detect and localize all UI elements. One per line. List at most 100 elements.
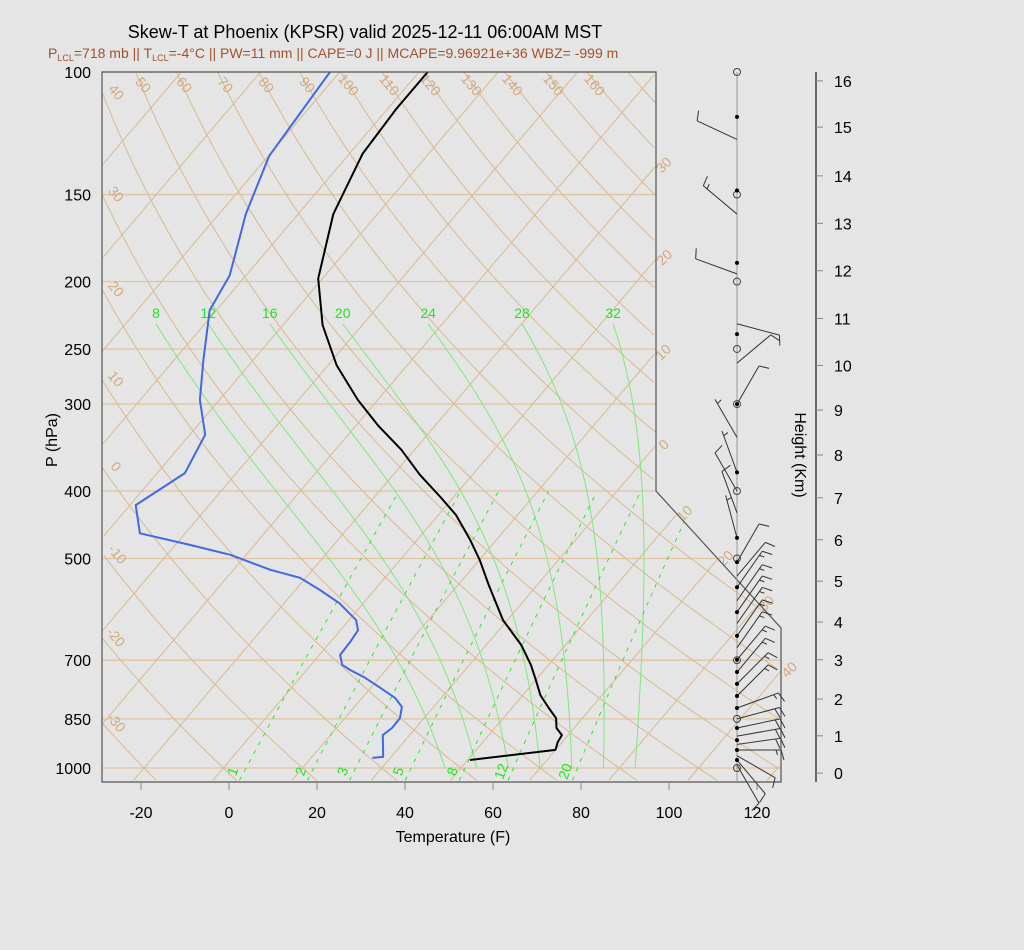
dry-adiabat-line xyxy=(102,93,718,781)
temperature-tick-label: 80 xyxy=(572,805,590,822)
dry-adiabat-label: 50 xyxy=(132,74,154,96)
dry-adiabat-line xyxy=(299,71,654,480)
dry-adiabat-line xyxy=(504,71,655,241)
height-tick-label: 5 xyxy=(834,574,843,591)
height-axis-label: Height (Km) xyxy=(791,412,808,497)
wind-barb-full xyxy=(758,523,770,527)
mixing-ratio-label: 12 xyxy=(491,761,511,781)
dry-adiabat-line xyxy=(101,637,237,781)
dry-adiabat-line xyxy=(258,71,769,615)
wind-barb-shaft xyxy=(736,638,766,673)
moist-adiabat-line xyxy=(612,323,645,769)
wind-barb-half xyxy=(761,641,768,645)
mandatory-level-marker xyxy=(733,487,741,496)
wind-barb-shaft xyxy=(736,523,760,563)
dewpoint-profile-line xyxy=(134,71,403,759)
pressure-tick-label: 300 xyxy=(64,397,91,414)
moist-adiabat-label: 12 xyxy=(200,305,216,321)
dry-adiabat-label: 150 xyxy=(540,71,567,99)
mandatory-level-marker xyxy=(733,400,741,409)
wind-barb-full xyxy=(702,175,708,186)
mixing-ratio-label: 20 xyxy=(555,761,575,781)
significant-level-marker xyxy=(735,470,739,475)
mixing-ratio-label: 5 xyxy=(389,765,407,778)
height-tick-label: 1 xyxy=(834,729,843,746)
wind-barb-half xyxy=(726,497,732,501)
wind-barb-full xyxy=(765,637,776,643)
significant-level-marker xyxy=(735,585,739,590)
subtitle-part2: =-4°C || PW=11 mm || CAPE=0 J || MCAPE=9… xyxy=(169,45,619,61)
height-tick-label: 15 xyxy=(834,120,852,137)
moist-adiabat-line xyxy=(521,323,605,768)
wind-barb-full xyxy=(762,611,773,616)
wind-barb-full xyxy=(774,708,781,718)
dry-adiabat-line xyxy=(340,71,656,433)
dry-adiabat-line xyxy=(101,379,478,781)
height-tick-label: 14 xyxy=(834,169,852,186)
isotherm-line xyxy=(608,604,759,781)
isotherm-line xyxy=(103,71,261,258)
height-tick-label: 10 xyxy=(834,358,852,375)
mandatory-level-marker xyxy=(733,344,741,353)
wind-barbs xyxy=(695,68,786,812)
isotherm-line xyxy=(101,71,578,632)
height-tick-label: 3 xyxy=(834,653,843,670)
wind-barb-full xyxy=(696,110,700,121)
significant-level-marker xyxy=(735,738,739,743)
pressure-tick-label: 1000 xyxy=(55,761,91,778)
temperature-profile-line xyxy=(317,71,563,761)
pressure-tick-label: 100 xyxy=(64,65,91,82)
temperature-tick-label: -20 xyxy=(129,805,152,822)
mandatory-level-marker xyxy=(733,714,741,723)
wind-barb-full xyxy=(775,738,781,749)
dry-adiabat-label: -20 xyxy=(103,624,128,650)
isotherm-line xyxy=(102,71,182,165)
dry-adiabat-line xyxy=(217,71,778,670)
dry-adiabat-line xyxy=(627,71,656,104)
wind-barb-shaft xyxy=(721,471,738,514)
wind-barb-half xyxy=(761,629,768,633)
wind-barb-shaft xyxy=(721,430,738,473)
moist-adiabat-label: 28 xyxy=(514,305,530,321)
isotherm-line xyxy=(103,71,499,537)
significant-level-marker xyxy=(735,560,739,565)
dry-adiabat-label: 130 xyxy=(458,71,485,99)
temperature-tick-label: 100 xyxy=(656,805,683,822)
moist-adiabat-line xyxy=(427,323,573,768)
wind-barb-shaft xyxy=(736,550,763,588)
temperature-tick-label: 20 xyxy=(308,805,326,822)
wind-barb-shaft xyxy=(736,718,781,729)
significant-level-marker xyxy=(735,758,739,763)
moist-adiabat-line xyxy=(207,323,478,769)
wind-barb-half xyxy=(759,615,765,619)
wind-barb-half xyxy=(723,432,729,437)
wind-barb-shaft xyxy=(736,365,760,405)
isotherm-line xyxy=(370,445,656,781)
isotherm-line xyxy=(291,353,655,781)
height-tick-label: 6 xyxy=(834,533,843,550)
wind-barb-full xyxy=(777,692,785,702)
wind-barb-full xyxy=(758,365,770,369)
wind-barb-shaft xyxy=(736,707,780,720)
dry-adiabat-line xyxy=(381,71,655,383)
pressure-tick-label: 400 xyxy=(64,484,91,501)
mandatory-level-marker xyxy=(733,656,741,665)
height-tick-label: 4 xyxy=(834,615,843,632)
wind-barb-half xyxy=(759,554,765,558)
dry-adiabat-line xyxy=(135,71,779,769)
dry-adiabat-line xyxy=(101,289,558,781)
dry-adiabat-label: 70 xyxy=(214,74,236,96)
wind-barb-full xyxy=(779,718,786,729)
significant-level-marker xyxy=(735,747,739,752)
mixing-ratio-label: 1 xyxy=(224,765,242,778)
wind-barb-shaft xyxy=(736,575,763,613)
wind-barb-shaft xyxy=(736,587,763,624)
wind-barb-full xyxy=(780,738,786,749)
x-axis-label: Temperature (F) xyxy=(396,829,511,846)
dry-adiabat-line xyxy=(102,723,157,781)
dry-adiabat-label: 80 xyxy=(255,74,277,96)
wind-barb-shaft xyxy=(736,334,772,364)
plot-frame xyxy=(101,71,782,783)
